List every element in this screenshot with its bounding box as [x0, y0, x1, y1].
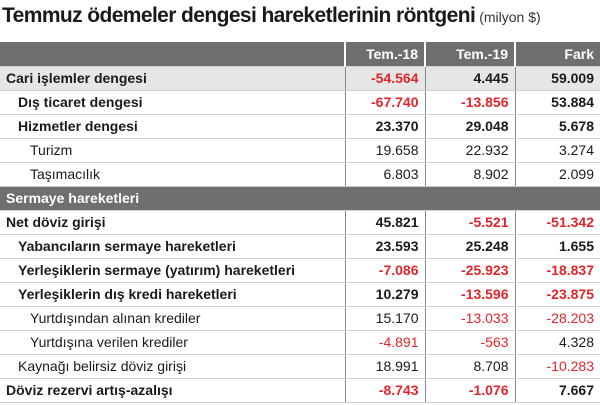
row-label: Turizm	[0, 138, 345, 163]
value-cell: 3.274	[514, 138, 600, 163]
data-row: Hizmetler dengesi 23.370 29.048 5.678	[0, 114, 600, 139]
row-label: Taşımacılık	[0, 162, 345, 187]
value-cell: 45.821	[344, 210, 425, 235]
row-label: Cari işlemler dengesi	[0, 66, 345, 91]
row-label: Yabancıların sermaye hareketleri	[0, 234, 345, 259]
row-label: Yerleşiklerin dış kredi hareketleri	[0, 282, 345, 307]
value-cell: 4.328	[514, 330, 600, 355]
value-cell: -563	[424, 330, 515, 355]
value-cell: -13.033	[424, 306, 515, 331]
value-cell: 29.048	[424, 114, 515, 139]
value-cell: 8.708	[424, 354, 515, 379]
value-cell: 7.667	[514, 378, 600, 403]
value-cell: 25.248	[424, 234, 515, 259]
title: Temmuz ödemeler dengesi hareketlerinin r…	[2, 4, 476, 27]
title-block: Temmuz ödemeler dengesi hareketlerinin r…	[0, 0, 600, 42]
column-header: Fark	[514, 42, 600, 67]
header-cell	[0, 42, 345, 67]
row-label: Yurtdışından alınan krediler	[0, 306, 345, 331]
value-cell: 10.279	[344, 282, 425, 307]
value-cell: 6.803	[344, 162, 425, 187]
column-header: Tem.-18	[344, 42, 425, 67]
value-cell: 23.370	[344, 114, 425, 139]
data-row: Yerleşiklerin dış kredi hareketleri 10.27…	[0, 282, 600, 307]
section-row: Sermaye hareketleri	[0, 186, 600, 211]
value-cell: 23.593	[344, 234, 425, 259]
row-label: Dış ticaret dengesi	[0, 90, 345, 115]
value-cell: -5.521	[424, 210, 515, 235]
value-cell: -1.076	[424, 378, 515, 403]
data-row: Taşımacılık 6.803 8.902 2.099	[0, 162, 600, 187]
value-cell: -51.342	[514, 210, 600, 235]
value-cell: 53.884	[514, 90, 600, 115]
value-cell: -13.596	[424, 282, 515, 307]
value-cell: 18.991	[344, 354, 425, 379]
column-header: Tem.-19	[424, 42, 515, 67]
value-cell: -54.564	[344, 66, 425, 91]
row-label: Kaynağı belirsiz döviz girişi	[0, 354, 345, 379]
value-cell: 1.655	[514, 234, 600, 259]
value-cell: 22.932	[424, 138, 515, 163]
row-label: Yerleşiklerin sermaye (yatırım) hareketl…	[0, 258, 345, 283]
subtitle: (milyon $)	[479, 9, 541, 25]
data-row: Kaynağı belirsiz döviz girişi 18.991 8.708…	[0, 354, 600, 379]
row-label: Hizmetler dengesi	[0, 114, 345, 139]
data-row: Yurtdışından alınan krediler 15.170 -13.03…	[0, 306, 600, 331]
value-cell: -23.875	[514, 282, 600, 307]
value-cell: -10.283	[514, 354, 600, 379]
row-label: Yurtdışına verilen krediler	[0, 330, 345, 355]
value-cell: -25.923	[424, 258, 515, 283]
value-cell: 2.099	[514, 162, 600, 187]
row-label: Döviz rezervi artış-azalışı	[0, 378, 345, 403]
value-cell: -18.837	[514, 258, 600, 283]
value-cell: 59.009	[514, 66, 600, 91]
value-cell: 5.678	[514, 114, 600, 139]
data-row: Döviz rezervi artış-azalışı -8.743 -1.076 7…	[0, 378, 600, 403]
value-cell: 4.445	[424, 66, 515, 91]
data-row: Turizm 19.658 22.932 3.274	[0, 138, 600, 163]
data-row: Dış ticaret dengesi -67.740 -13.856 53.884	[0, 90, 600, 115]
value-cell: -67.740	[344, 90, 425, 115]
header-row: Tem.-18 Tem.-19 Fark	[0, 42, 600, 67]
value-cell: -28.203	[514, 306, 600, 331]
data-row: Cari işlemler dengesi -54.564 4.445 59.009	[0, 66, 600, 91]
value-cell: 8.902	[424, 162, 515, 187]
data-row: Yurtdışına verilen krediler -4.891 -563 4.3…	[0, 330, 600, 355]
value-cell: -13.856	[424, 90, 515, 115]
data-row: Yabancıların sermaye hareketleri 23.593 25…	[0, 234, 600, 259]
balance-table: Tem.-18 Tem.-19 Fark Cari işlemler dengesi…	[0, 42, 600, 403]
data-row: Yerleşiklerin sermaye (yatırım) hareketl…	[0, 258, 600, 283]
table-body: Cari işlemler dengesi -54.564 4.445 59.009 D…	[0, 66, 600, 403]
value-cell: -7.086	[344, 258, 425, 283]
section-label: Sermaye hareketleri	[0, 186, 600, 211]
value-cell: -4.891	[344, 330, 425, 355]
value-cell: 19.658	[344, 138, 425, 163]
data-row: Net döviz girişi 45.821 -5.521 -51.342	[0, 210, 600, 235]
value-cell: 15.170	[344, 306, 425, 331]
row-label: Net döviz girişi	[0, 210, 345, 235]
value-cell: -8.743	[344, 378, 425, 403]
